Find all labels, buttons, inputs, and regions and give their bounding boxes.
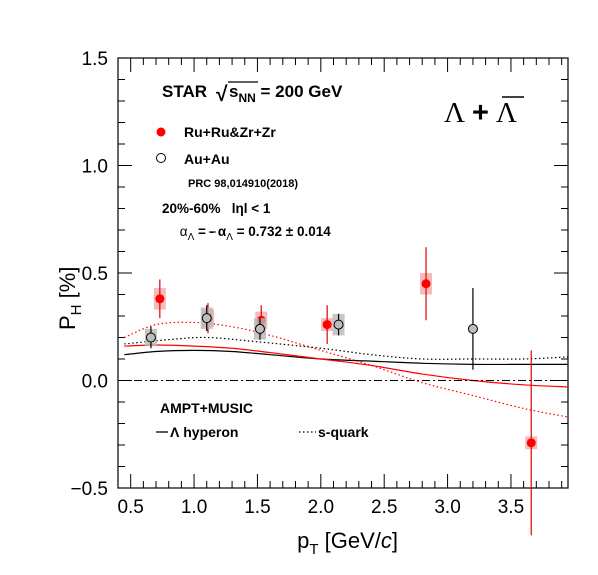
y-tick-label: 1.5 (82, 49, 108, 70)
model-curve (124, 344, 569, 388)
model-label: AMPT+MUSIC (160, 400, 253, 416)
model-curve (124, 321, 569, 418)
y-tick-label: 1.0 (82, 157, 108, 178)
x-tick-label: 2.0 (308, 497, 334, 518)
lambda-symbol: Λ (444, 97, 465, 129)
data-point-ru-zr (322, 320, 332, 330)
legend-marker-au-au (156, 153, 166, 163)
x-axis-unit-pre: [GeV/ (319, 528, 382, 553)
data-point-au-au (145, 332, 156, 343)
y-axis-unit: [%] (55, 267, 80, 305)
x-tick-label: 3.0 (434, 497, 460, 518)
energy-label: sNN = 200 GeV (229, 82, 343, 105)
legend-label-ru-zr: Ru+Ru&Zr+Zr (184, 124, 276, 140)
sqrt-symbol: √ (216, 83, 228, 106)
x-axis-subscript: T (309, 541, 318, 558)
x-tick-label: 1.5 (244, 497, 270, 518)
data-point-ru-zr (155, 294, 165, 304)
x-axis-symbol: p (297, 528, 309, 553)
x-axis-unit-italic: c (381, 528, 392, 553)
model-label-squark: s-quark (318, 424, 369, 440)
y-axis-title: PH [%] (55, 267, 85, 330)
y-axis-symbol: P (55, 315, 80, 330)
model-label-lambda: Λ hyperon (170, 424, 238, 440)
legend-marker-ru-zr (156, 127, 166, 137)
alpha-subscript-antilambda: Λ (226, 232, 233, 243)
alpha-value: = 0.732 ± 0.014 (233, 224, 331, 239)
data-points (144, 247, 538, 536)
antilambda-symbol: Λ (496, 97, 517, 129)
y-tick-labels: −0.5 0.0 0.5 1.0 1.5 (70, 49, 108, 500)
data-point-ru-zr (526, 438, 536, 448)
data-point-ru-zr (421, 279, 431, 289)
x-tick-label: 2.5 (371, 497, 397, 518)
y-tick-label: 0.5 (82, 264, 108, 285)
energy-value: = 200 GeV (256, 82, 343, 101)
reference-label: PRC 98,014910(2018) (188, 178, 298, 190)
alpha-label: αΛ = - αΛ = 0.732 ± 0.014 (161, 224, 342, 243)
star-label: STAR (162, 82, 207, 101)
data-point-au-au (201, 313, 212, 324)
y-tick-label: −0.5 (70, 479, 108, 500)
particle-label: Λ + Λ (444, 97, 517, 129)
alpha-symbol: α (180, 224, 188, 239)
x-tick-label: 0.5 (117, 497, 143, 518)
alpha-subscript-lambda: Λ (188, 232, 195, 243)
model-curves (124, 321, 569, 418)
y-tick-label: 0.0 (82, 372, 108, 393)
x-tick-label: 1.0 (181, 497, 207, 518)
centrality-label: 20%-60% lηl < 1 (162, 201, 271, 216)
s-symbol: s (229, 82, 238, 101)
model-curve (124, 336, 569, 360)
nn-subscript: NN (238, 91, 255, 105)
y-axis-subscript: H (68, 304, 85, 315)
plus-symbol: + (472, 97, 489, 129)
experiment-label: STAR (162, 82, 207, 101)
data-point-au-au (333, 319, 344, 330)
data-point-au-au (467, 323, 478, 334)
data-point-au-au (254, 323, 265, 334)
x-axis-unit-post: ] (392, 528, 398, 553)
legend-label-au-au: Au+Au (184, 151, 230, 167)
x-tick-labels: 0.5 1.0 1.5 2.0 2.5 3.0 3.5 (117, 497, 524, 518)
x-axis-title: pT [GeV/c] (297, 528, 398, 558)
x-tick-label: 3.5 (498, 497, 524, 518)
